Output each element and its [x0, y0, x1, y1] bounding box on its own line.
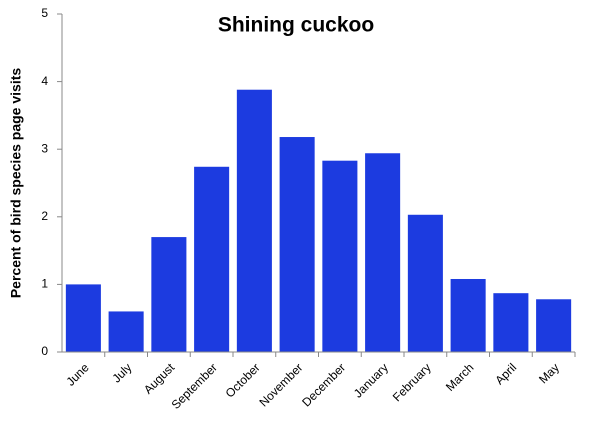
bar [108, 311, 144, 352]
chart-title: Shining cuckoo [218, 14, 374, 37]
bar [151, 237, 187, 352]
bar [236, 89, 272, 352]
x-tick-label: June [63, 360, 92, 389]
x-tick-label: January [351, 360, 391, 400]
y-axis-label: Percent of bird species page visits [8, 68, 24, 299]
x-tick-label: March [443, 360, 476, 393]
y-tick-label: 3 [41, 141, 48, 155]
bar [322, 160, 358, 352]
bar [65, 284, 101, 352]
bar [365, 153, 401, 352]
x-tick-label: December [299, 360, 348, 409]
y-tick-label: 0 [41, 344, 48, 358]
y-tick-label: 4 [41, 74, 48, 88]
x-tick-label: May [536, 360, 562, 386]
y-tick-label: 1 [41, 277, 48, 291]
x-tick-label: October [223, 360, 263, 400]
bar [493, 293, 529, 352]
bar [536, 299, 572, 352]
x-tick-label: February [390, 360, 434, 404]
bar [407, 214, 443, 352]
bar [450, 278, 486, 352]
x-tick-label: August [141, 360, 178, 397]
x-tick-label: September [169, 360, 220, 411]
bar [279, 137, 315, 352]
y-tick-label: 2 [41, 209, 48, 223]
bar [194, 166, 230, 352]
y-tick-label: 5 [41, 6, 48, 20]
x-tick-label: July [109, 360, 134, 385]
x-tick-label: April [492, 360, 519, 387]
x-tick-label: November [256, 360, 305, 409]
